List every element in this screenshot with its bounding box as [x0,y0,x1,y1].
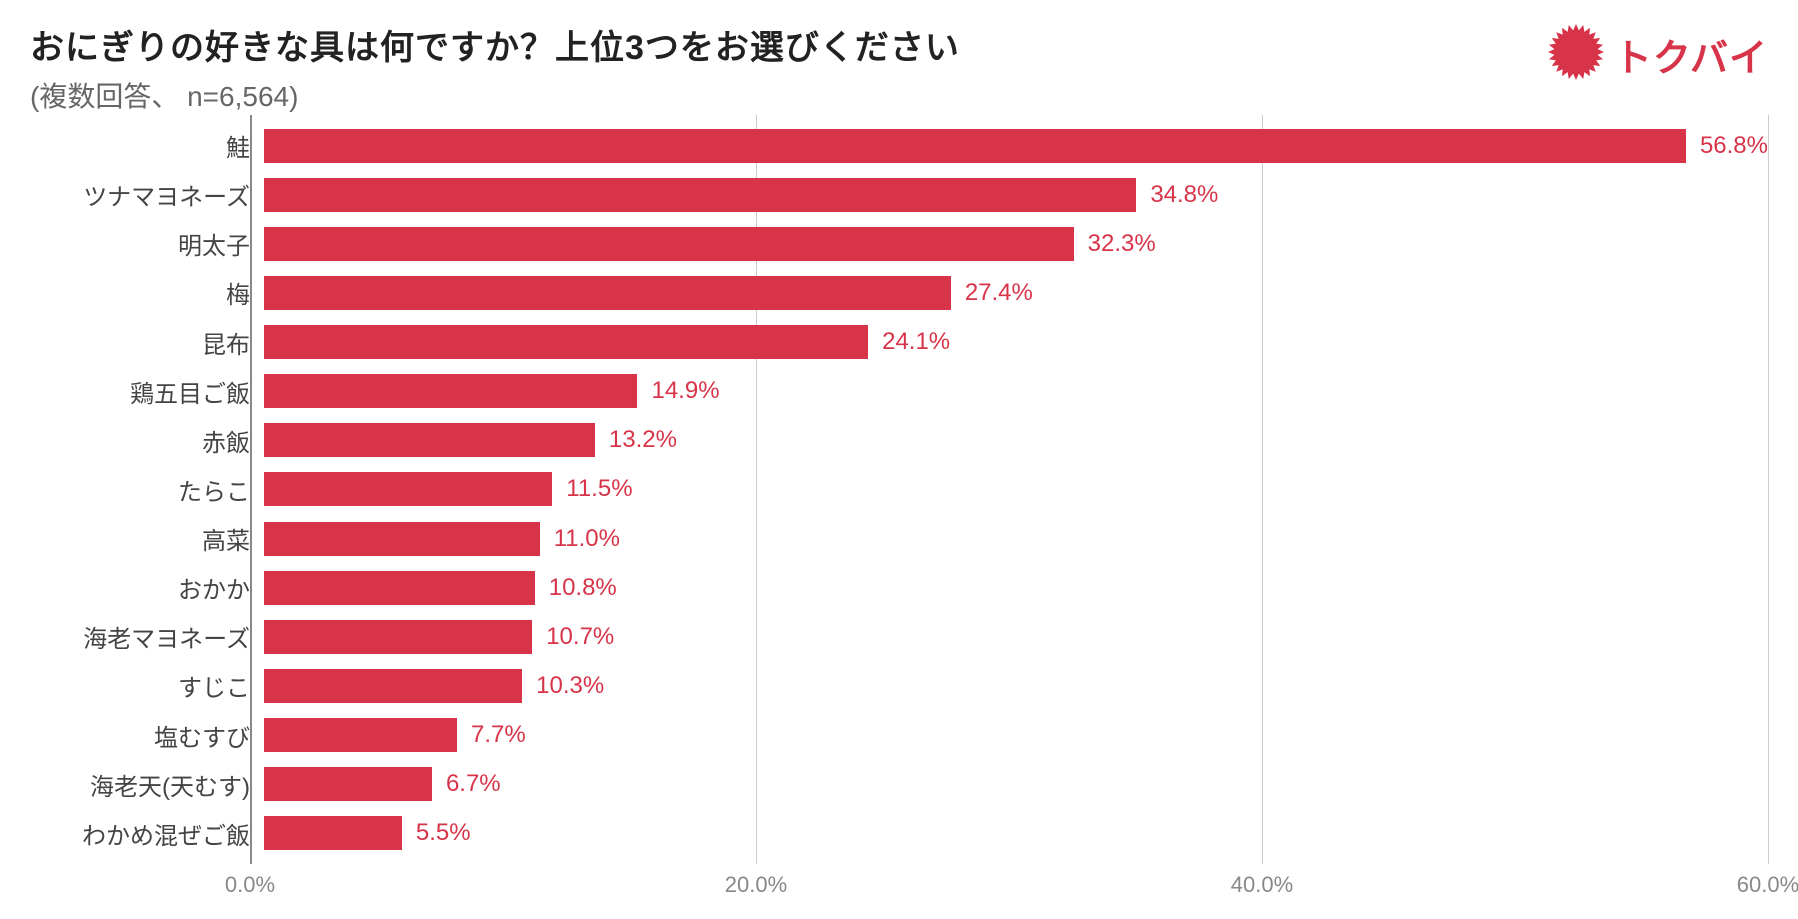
bar-cell: 10.3% [264,663,1768,709]
value-label: 34.8% [1150,181,1218,209]
category-label: たらこ [30,472,264,507]
category-label: 赤飯 [30,423,264,458]
value-label: 6.7% [446,770,501,798]
value-label: 11.5% [566,475,632,503]
value-label: 32.3% [1088,230,1156,258]
bar [264,227,1074,261]
bar-row: 海老マヨネーズ 10.7% [30,614,1768,660]
gridline [1768,115,1769,864]
bar [264,374,637,408]
chart-title: おにぎりの好きな具は何ですか？上位3つをお選びください [30,20,960,69]
category-label: 塩むすび [30,718,264,753]
category-label: おかか [30,570,264,605]
bar-row: たらこ 11.5% [30,466,1768,512]
value-label: 7.7% [471,721,526,749]
value-label: 10.7% [546,623,614,651]
bar-cell: 11.5% [264,466,1768,512]
value-label: 10.3% [536,672,604,700]
value-label: 11.0% [554,525,620,553]
bar [264,276,951,310]
bar-row: 塩むすび 7.7% [30,712,1768,758]
x-tick-label: 40.0% [1231,872,1293,898]
value-label: 27.4% [965,279,1033,307]
bar [264,522,540,556]
value-label: 5.5% [416,819,471,847]
category-label: わかめ混ぜご飯 [30,816,264,851]
category-label: 明太子 [30,226,264,261]
brand-text: トクバイ [1614,27,1768,82]
category-label: 鶏五目ご飯 [30,374,264,409]
bar-cell: 14.9% [264,368,1768,414]
bar-cell: 11.0% [264,516,1768,562]
chart: 0.0%20.0%40.0%60.0%鮭56.8%ツナマヨネーズ34.8%明太子… [30,115,1768,904]
bar-row: 鮭 56.8% [30,123,1768,169]
category-label: すじこ [30,668,264,703]
bar-row: おかか 10.8% [30,565,1768,611]
category-label: ツナマヨネーズ [30,177,264,212]
brand-badge-icon [1548,24,1604,85]
bar-cell: 24.1% [264,319,1768,365]
bar-cell: 32.3% [264,221,1768,267]
bar [264,767,432,801]
category-label: 高菜 [30,521,264,556]
bar-row: 梅 27.4% [30,270,1768,316]
bar-cell: 5.5% [264,810,1768,856]
bar-row: わかめ混ぜご飯 5.5% [30,810,1768,856]
bar [264,620,532,654]
title-block: おにぎりの好きな具は何ですか？上位3つをお選びください (複数回答、 n=6,5… [30,20,960,115]
bar [264,816,402,850]
bar [264,325,868,359]
bar [264,423,595,457]
value-label: 13.2% [609,426,677,454]
bar-cell: 56.8% [264,123,1768,169]
bar-row: すじこ 10.3% [30,663,1768,709]
category-label: 海老天(天むす) [30,767,264,802]
page: おにぎりの好きな具は何ですか？上位3つをお選びください (複数回答、 n=6,5… [0,0,1798,919]
bar-row: 赤飯 13.2% [30,417,1768,463]
bar-row: 鶏五目ご飯 14.9% [30,368,1768,414]
category-label: 梅 [30,275,264,310]
bar-cell: 13.2% [264,417,1768,463]
bar-cell: 27.4% [264,270,1768,316]
bar-row: ツナマヨネーズ 34.8% [30,172,1768,218]
bar-cell: 6.7% [264,761,1768,807]
bars-container: 鮭 56.8% ツナマヨネーズ 34.8% 明太子 32.3% 梅 27.4% 昆布 24.1% 鶏… [30,115,1768,864]
category-label: 鮭 [30,128,264,163]
category-label: 昆布 [30,325,264,360]
x-tick-label: 0.0% [225,872,275,898]
header: おにぎりの好きな具は何ですか？上位3つをお選びください (複数回答、 n=6,5… [30,20,1768,115]
bar [264,129,1686,163]
chart-subtitle: (複数回答、 n=6,564) [30,75,960,115]
value-label: 56.8% [1700,132,1768,160]
bar [264,178,1136,212]
value-label: 14.9% [651,377,719,405]
bar-cell: 7.7% [264,712,1768,758]
bar [264,718,457,752]
bar-cell: 34.8% [264,172,1768,218]
bar-row: 昆布 24.1% [30,319,1768,365]
bar-cell: 10.7% [264,614,1768,660]
bar-row: 明太子 32.3% [30,221,1768,267]
brand: トクバイ [1548,24,1768,85]
bar [264,571,535,605]
category-label: 海老マヨネーズ [30,619,264,654]
bar-cell: 10.8% [264,565,1768,611]
bar [264,669,522,703]
value-label: 24.1% [882,328,950,356]
bar [264,472,552,506]
value-label: 10.8% [549,574,617,602]
x-tick-label: 20.0% [725,872,787,898]
x-axis: 0.0%20.0%40.0%60.0% [30,864,1768,904]
bar-row: 高菜 11.0% [30,516,1768,562]
bar-row: 海老天(天むす) 6.7% [30,761,1768,807]
x-tick-label: 60.0% [1737,872,1798,898]
